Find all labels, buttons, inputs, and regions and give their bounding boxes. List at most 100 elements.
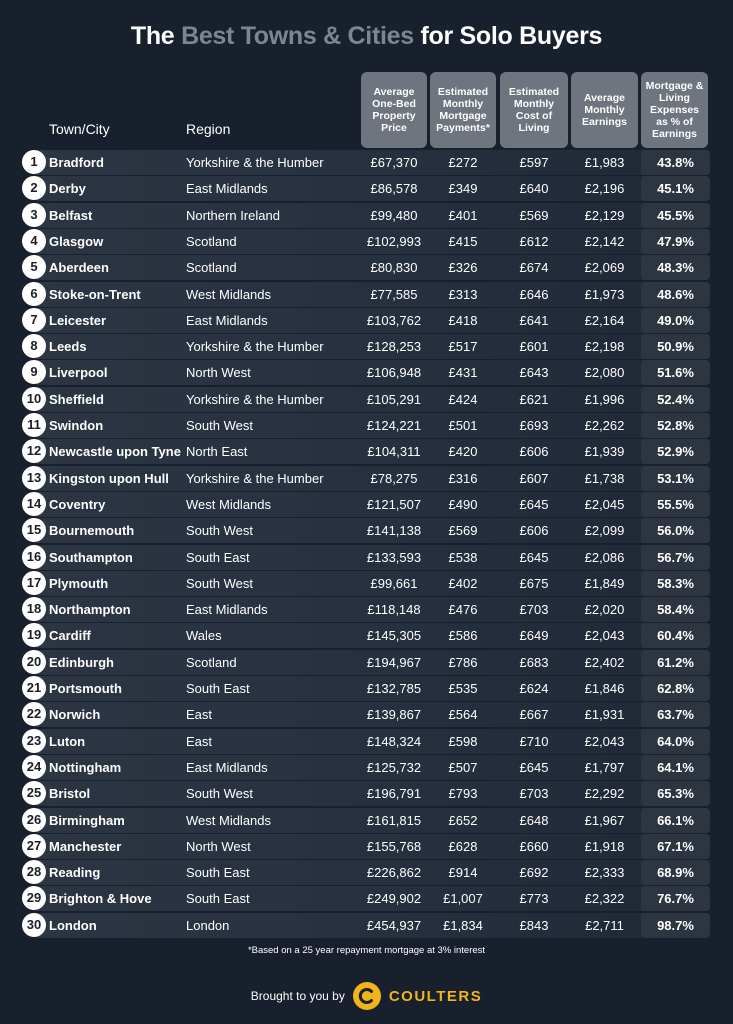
expenses-percent: 98.7% (657, 917, 694, 933)
town-name: Leicester (49, 312, 107, 328)
monthly-earnings: £1,849 (584, 575, 625, 591)
town-name: Bristol (49, 786, 91, 802)
cost-of-living: £648 (519, 812, 549, 828)
region-name: North West (186, 838, 251, 854)
row-band (34, 623, 710, 649)
property-price: £105,291 (366, 391, 422, 407)
cost-of-living: £773 (519, 891, 549, 907)
region-name: Scotland (186, 654, 237, 670)
cost-of-living: £645 (519, 496, 549, 512)
pct-cell-bg (641, 255, 710, 281)
row-band (34, 465, 710, 491)
row-band (34, 281, 710, 307)
expenses-percent: 68.9% (657, 865, 694, 881)
row-band (34, 255, 710, 281)
pct-cell-bg (641, 649, 710, 675)
rank-badge: 28 (22, 860, 46, 885)
rank-badge: 17 (22, 570, 46, 595)
row-band (34, 912, 710, 938)
pct-cell-bg (641, 728, 710, 754)
region-name: South West (186, 575, 253, 591)
row-band (34, 544, 710, 570)
cost-of-living: £710 (519, 733, 549, 749)
rank-badge: 12 (22, 439, 46, 464)
rank-badge: 11 (22, 413, 46, 437)
property-price: £106,948 (366, 365, 422, 381)
row-band (34, 570, 710, 596)
property-price: £226,862 (366, 865, 422, 881)
town-name: Stoke-on-Trent (49, 286, 141, 302)
pct-cell-bg (641, 544, 710, 570)
expenses-percent: 61.2% (657, 654, 694, 670)
column-header-price: Average One-Bed Property Price (361, 72, 427, 148)
mortgage-payment: £272 (448, 155, 478, 170)
mortgage-payment: £586 (448, 628, 478, 644)
pct-cell-bg (641, 912, 710, 938)
rank-badge: 15 (22, 518, 46, 543)
row-band (34, 228, 710, 254)
mortgage-payment: £431 (448, 365, 478, 381)
pct-cell-bg (641, 202, 710, 228)
region-name: Scotland (186, 260, 237, 276)
expenses-percent: 56.7% (657, 549, 694, 565)
table-row: 28 Reading South East £226,862 £914 £692 £2,33… (22, 860, 710, 886)
expenses-percent: 48.6% (657, 286, 694, 302)
property-price: £133,593 (366, 549, 422, 565)
mortgage-payment: £490 (448, 496, 478, 512)
region-name: Yorkshire & the Humber (186, 155, 324, 170)
cost-of-living: £649 (519, 628, 549, 644)
page-title: The Best Towns & Cities for Solo Buyers (0, 22, 733, 51)
row-band (34, 518, 710, 544)
expenses-percent: 55.5% (657, 496, 694, 512)
column-header-mortgage: Estimated Monthly Mortgage Payments* (430, 72, 496, 148)
rank-badge: 6 (22, 281, 46, 306)
expenses-percent: 48.3% (657, 260, 694, 276)
town-name: Derby (49, 181, 86, 197)
column-header-region: Region (186, 121, 231, 137)
expenses-percent: 64.1% (657, 759, 694, 775)
table-row: 24 Nottingham East Midlands £125,732 £507 £64… (22, 754, 710, 780)
table-row: 27 Manchester North West £155,768 £628 £660 £1… (22, 833, 710, 859)
town-name: Bournemouth (49, 523, 135, 539)
expenses-percent: 53.1% (657, 470, 694, 486)
row-band (34, 202, 710, 228)
table-row: 11 Swindon South West £124,221 £501 £693 £2,26… (22, 413, 710, 438)
table-row: 10 Sheffield Yorkshire & the Humber £105,29… (22, 386, 710, 412)
town-name: Luton (49, 733, 86, 749)
region-name: Yorkshire & the Humber (186, 470, 324, 486)
rank-badge: 3 (22, 202, 46, 227)
town-name: Portsmouth (49, 681, 122, 696)
property-price: £139,867 (366, 707, 422, 723)
cost-of-living: £606 (519, 444, 549, 460)
monthly-earnings: £2,080 (584, 365, 625, 381)
region-name: London (186, 917, 230, 933)
property-price: £145,305 (366, 628, 422, 644)
expenses-percent: 65.3% (657, 786, 694, 802)
row-band (34, 491, 710, 517)
row-band (34, 754, 710, 780)
town-name: Kingston upon Hull (49, 470, 169, 486)
rank-badge: 26 (22, 807, 46, 832)
table-row: 21 Portsmouth South East £132,785 £535 £624 £1… (22, 676, 710, 701)
cost-of-living: £597 (519, 155, 549, 170)
region-name: North East (186, 444, 248, 460)
rank-badge: 13 (22, 465, 46, 490)
rank-badge: 21 (22, 676, 46, 700)
property-price: £67,370 (370, 155, 418, 170)
rank-badge: 22 (22, 702, 46, 727)
town-name: Coventry (49, 496, 106, 512)
pct-cell-bg (641, 307, 710, 333)
property-price: £128,253 (366, 339, 422, 355)
table-row: 19 Cardiff Wales £145,305 £586 £649 £2,043 60.4… (22, 623, 710, 649)
table-row: 26 Birmingham West Midlands £161,815 £652 £64… (22, 807, 710, 833)
table-row: 9 Liverpool North West £106,948 £431 £643 £2,0… (22, 360, 710, 386)
monthly-earnings: £2,045 (584, 496, 625, 512)
region-name: Scotland (186, 233, 237, 249)
monthly-earnings: £2,043 (584, 733, 625, 749)
mortgage-payment: £786 (448, 654, 478, 670)
table-row: 5 Aberdeen Scotland £80,830 £326 £674 £2,069 48… (22, 255, 710, 281)
rank-badge: 27 (22, 833, 46, 858)
pct-cell-bg (641, 465, 710, 491)
property-price: £78,275 (370, 470, 418, 486)
table-row: 12 Newcastle upon Tyne North East £104,311 £… (22, 439, 710, 465)
